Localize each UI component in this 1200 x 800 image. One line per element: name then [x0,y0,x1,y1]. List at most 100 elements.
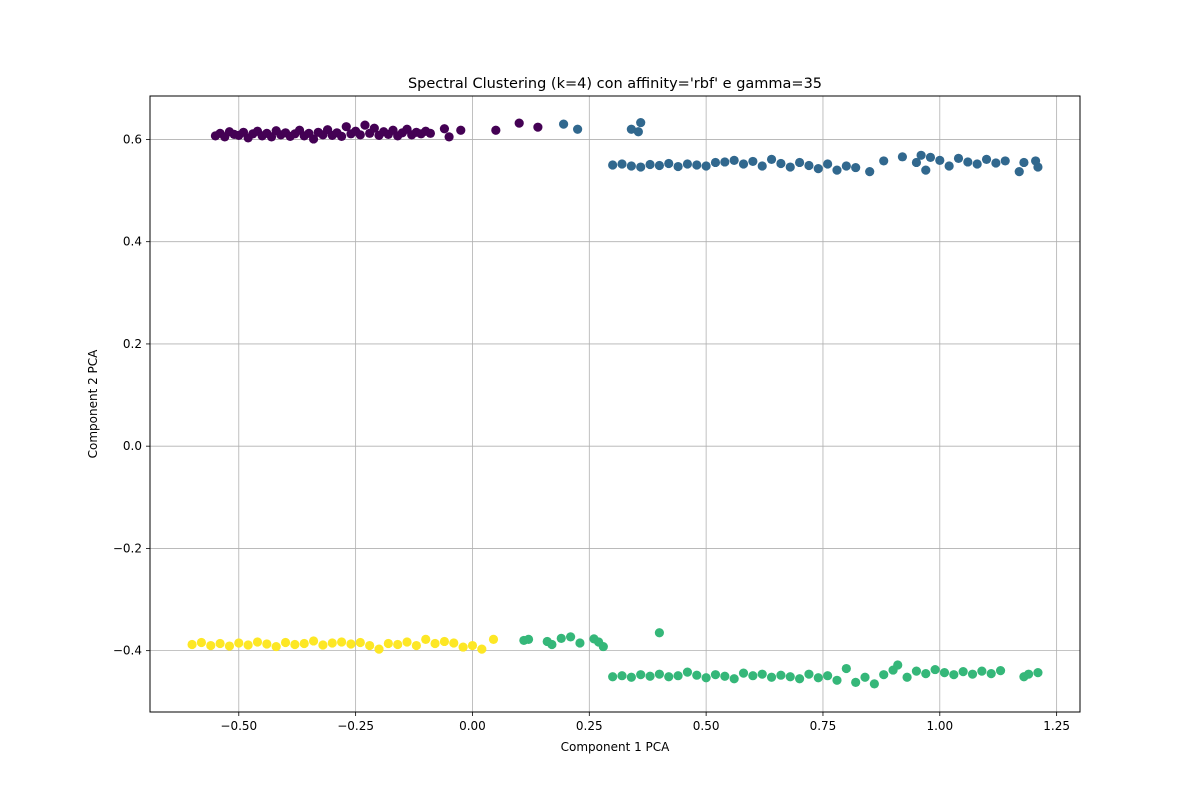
scatter-point [337,131,347,141]
scatter-point [720,157,730,167]
scatter-point [710,157,721,168]
scatter-point [766,154,777,164]
scatter-point [823,671,833,681]
scatter-point [234,638,244,648]
scatter-point [925,152,936,162]
scatter-point [692,160,702,170]
x-tick-label: 0.50 [693,719,720,733]
scatter-point [673,671,683,681]
scatter-points [187,117,1043,689]
scatter-point [533,122,543,132]
scatter-point [921,165,931,175]
scatter-point [860,672,870,682]
scatter-point [573,124,583,134]
scatter-point [729,155,739,166]
scatter-point [832,165,842,175]
x-axis-label: Component 1 PCA [561,740,671,754]
cluster-3 [187,634,499,654]
scatter-point [664,158,674,169]
scatter-point [766,672,777,682]
scatter-point [935,155,945,166]
x-tick-label: −0.25 [337,719,374,733]
scatter-point [1033,668,1043,678]
scatter-point [823,159,833,169]
scatter-point [967,669,978,679]
scatter-point [963,157,973,167]
scatter-point [346,639,356,649]
y-tick-label: 0.4 [123,235,142,249]
scatter-point [1023,669,1034,679]
scatter-point [456,125,466,135]
scatter-point [710,670,721,680]
scatter-point [575,638,585,648]
scatter-point [491,125,501,135]
scatter-point [327,638,337,648]
scatter-point [673,161,683,172]
scatter-point [243,640,253,650]
scatter-point [738,668,749,678]
scatter-point [617,671,627,681]
scatter-point [911,157,922,168]
scatter-point [558,119,569,129]
scatter-point [626,672,636,682]
scatter-point [355,130,365,140]
scatter-point [972,159,982,169]
scatter-point [365,640,375,651]
scatter-point [645,671,655,681]
scatter-point [626,161,636,171]
scatter-point [930,664,940,675]
scatter-point [369,123,379,133]
scatter-point [374,644,384,654]
scatter-point [692,670,702,680]
scatter-point [523,634,534,645]
scatter-point [851,677,861,687]
scatter-point [748,671,758,681]
scatter-point [636,162,646,172]
x-tick-label: 1.25 [1043,719,1070,733]
scatter-point [337,637,347,647]
scatter-point [439,124,450,134]
scatter-point [701,161,711,171]
scatter-point [841,161,851,171]
y-tick-label: 0.0 [123,439,142,453]
y-tick-label: 0.2 [123,337,142,351]
scatter-point [421,634,431,645]
y-tick-label: −0.2 [113,541,142,555]
scatter-point [995,665,1006,676]
scatter-point [467,640,478,651]
scatter-point [977,666,987,676]
scatter-point [879,670,889,680]
scatter-point [981,154,992,164]
scatter-point [738,159,749,169]
scatter-point [393,639,403,650]
scatter-point [608,160,618,170]
scatter-point [360,120,370,130]
scatter-point [1019,157,1029,168]
scatter-point [785,162,795,172]
scatter-point [488,634,499,645]
scatter-point [865,167,875,177]
scatter-point [271,641,281,652]
scatter-point [617,159,627,169]
scatter-point [682,667,693,677]
scatter-point [1000,156,1010,166]
cluster-2 [519,628,1043,689]
scatter-point [794,674,805,684]
scatter-point [411,640,421,651]
plot-frame [149,95,1081,713]
scatter-point [902,672,912,682]
scatter-point [953,153,964,163]
scatter-point [776,158,786,169]
chart-title: Spectral Clustering (k=4) con affinity='… [408,76,822,92]
y-axis-label: Component 2 PCA [86,349,100,459]
scatter-point [757,669,767,679]
scatter-point [949,670,959,680]
scatter-point [654,160,664,171]
scatter-point [444,132,454,142]
scatter-point [458,642,468,652]
scatter-point [425,128,436,138]
scatter-point [869,679,879,689]
x-tick-label: 1.00 [926,719,953,733]
scatter-point [958,667,968,677]
